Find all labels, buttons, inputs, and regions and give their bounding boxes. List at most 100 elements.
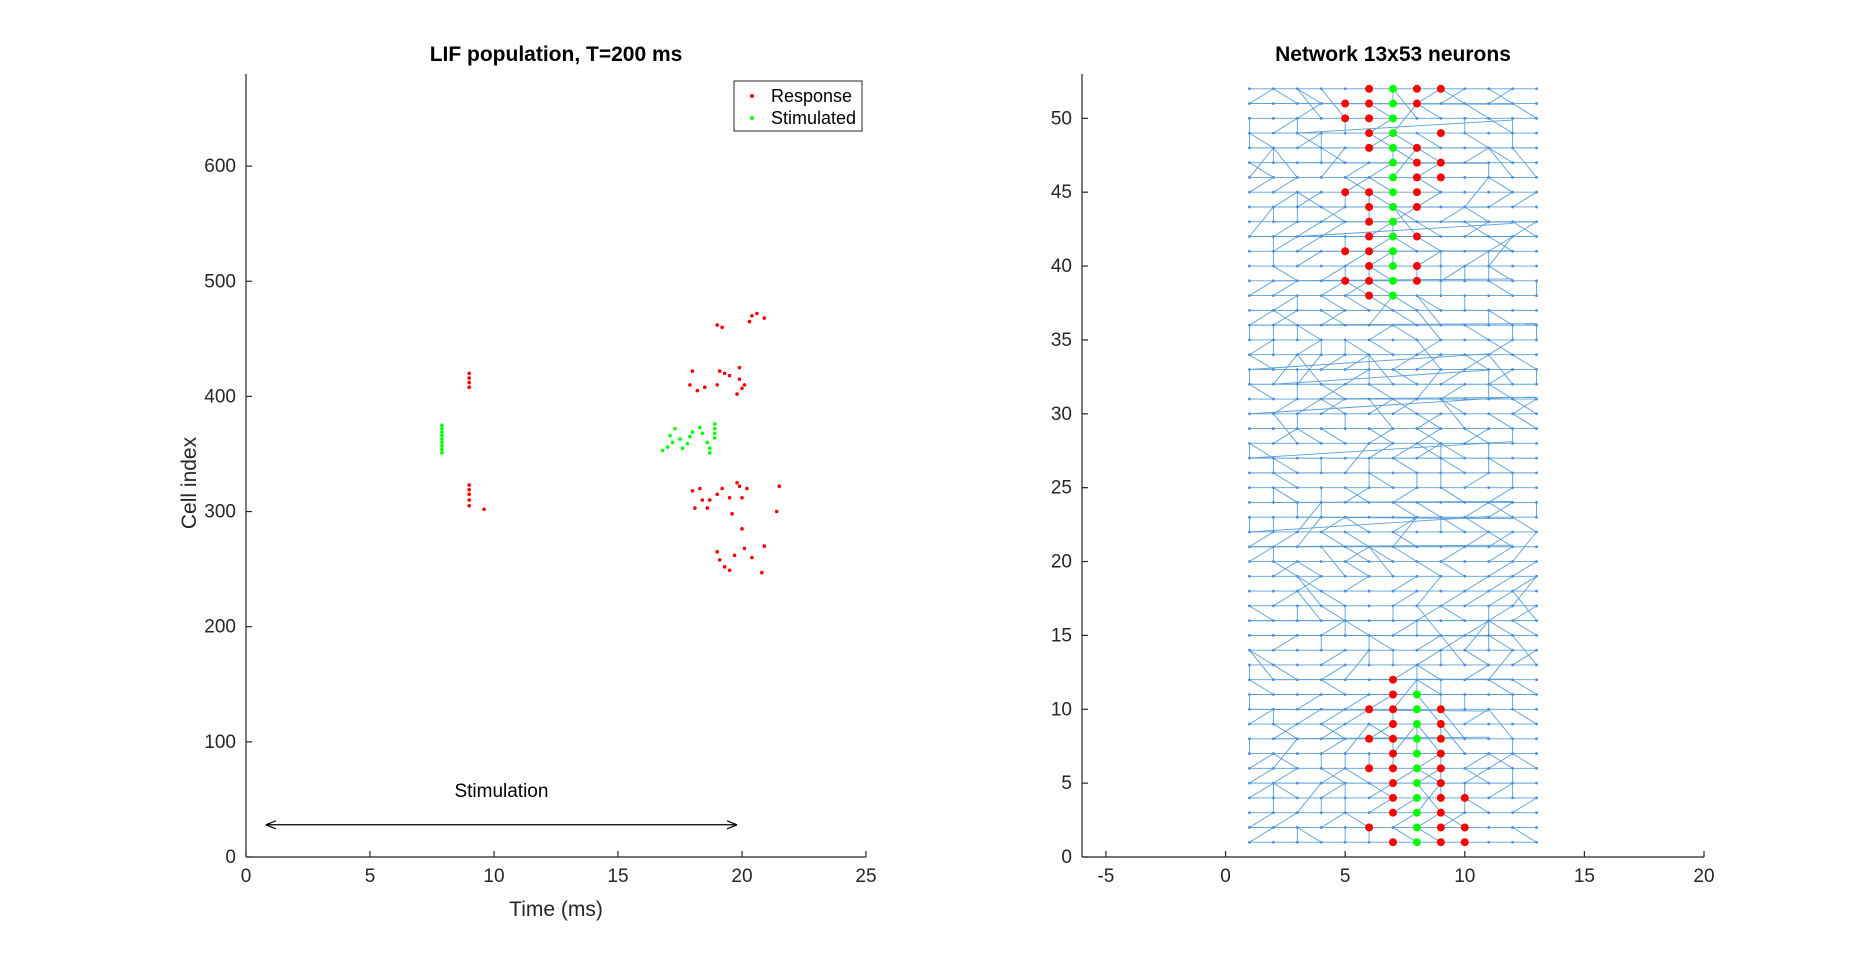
grid-edge [1368, 398, 1394, 415]
network-node [1415, 294, 1419, 298]
network-node [1343, 220, 1347, 224]
network-node [1248, 707, 1251, 711]
grid-edge [1344, 177, 1370, 193]
network-node [1511, 471, 1515, 475]
network-node [1319, 604, 1323, 608]
grid-edge [1344, 280, 1370, 296]
network-node [1367, 530, 1371, 534]
network-node [1367, 574, 1371, 578]
long-edge [1273, 162, 1489, 164]
network-node [1319, 737, 1323, 741]
network-node [1295, 102, 1299, 105]
grid-edge [1464, 472, 1489, 489]
grid-edge [1320, 664, 1346, 681]
network-node [1295, 353, 1299, 357]
grid-edge [1416, 679, 1442, 695]
network-node [1511, 249, 1515, 253]
network-node [1295, 205, 1299, 209]
network-node [1367, 382, 1371, 386]
network-node [1487, 840, 1491, 844]
network-node [1487, 826, 1491, 829]
network-node [1463, 190, 1467, 194]
grid-edge [1320, 398, 1346, 415]
grid-edge [1464, 753, 1489, 769]
response-node [1341, 99, 1350, 108]
network-node [1463, 131, 1467, 135]
grid-edge [1416, 502, 1442, 518]
network-node [1511, 131, 1515, 135]
network-node [1248, 441, 1251, 445]
network-node [1415, 501, 1419, 504]
network-node [1487, 471, 1491, 475]
long-edge [1297, 250, 1513, 252]
network-node [1271, 220, 1275, 224]
network-node [1248, 796, 1251, 800]
network-node [1367, 678, 1371, 682]
network-node [1319, 456, 1323, 460]
grid-edge [1249, 162, 1274, 178]
network-node [1535, 308, 1538, 312]
grid-edge [1320, 738, 1346, 754]
grid-edge [1464, 132, 1489, 149]
grid-edge [1344, 767, 1370, 784]
left-x-tick-label: 5 [365, 866, 376, 887]
network-node [1319, 294, 1323, 298]
grid-edge [1297, 708, 1322, 725]
response-point [715, 383, 719, 387]
grid-edge [1416, 103, 1442, 119]
response-point [722, 565, 727, 569]
network-node [1391, 633, 1395, 637]
network-node [1487, 190, 1491, 194]
grid-edge [1416, 339, 1442, 356]
network-node [1343, 294, 1347, 298]
network-node [1487, 323, 1491, 327]
network-node [1271, 412, 1275, 416]
network-node [1487, 412, 1491, 416]
grid-edge [1320, 354, 1346, 370]
right-y-tick-label: 45 [1051, 182, 1072, 203]
network-node [1439, 530, 1443, 534]
network-node [1343, 796, 1347, 800]
response-node [1365, 217, 1374, 226]
network-node [1463, 633, 1467, 637]
grid-edge [1464, 797, 1489, 814]
network-node [1343, 176, 1347, 179]
network-node [1248, 722, 1251, 726]
network-node [1439, 441, 1443, 445]
grid-edge [1297, 339, 1322, 356]
network-node [1439, 220, 1443, 224]
response-node [1436, 158, 1445, 167]
network-node [1367, 560, 1371, 563]
network-node [1439, 205, 1443, 209]
grid-edge [1512, 413, 1537, 429]
network-node [1271, 264, 1275, 268]
network-node [1511, 663, 1515, 667]
network-node [1271, 633, 1275, 637]
network-node [1248, 678, 1251, 682]
response-point [467, 380, 472, 385]
network-node [1319, 545, 1323, 549]
network-node [1248, 190, 1251, 194]
network-node [1463, 678, 1467, 682]
grid-edge [1249, 280, 1274, 296]
network-node [1271, 486, 1275, 490]
left-x-tick-label: 0 [241, 866, 252, 887]
legend-stimulated-marker [750, 116, 754, 120]
network-node [1271, 338, 1275, 342]
network-node [1463, 604, 1467, 608]
grid-edge [1320, 590, 1346, 607]
grid-edge [1512, 797, 1537, 814]
response-point [740, 527, 744, 531]
network-node [1463, 781, 1467, 785]
left-y-tick-label: 600 [204, 156, 236, 177]
grid-edge [1249, 753, 1274, 769]
network-node [1535, 146, 1538, 150]
network-node [1271, 308, 1275, 312]
grid-edge [1249, 782, 1274, 799]
response-node [1436, 129, 1445, 138]
network-node [1535, 353, 1538, 357]
network-node [1271, 619, 1275, 623]
network-node [1535, 752, 1538, 755]
network-node [1463, 574, 1467, 578]
grid-edge [1249, 383, 1274, 400]
